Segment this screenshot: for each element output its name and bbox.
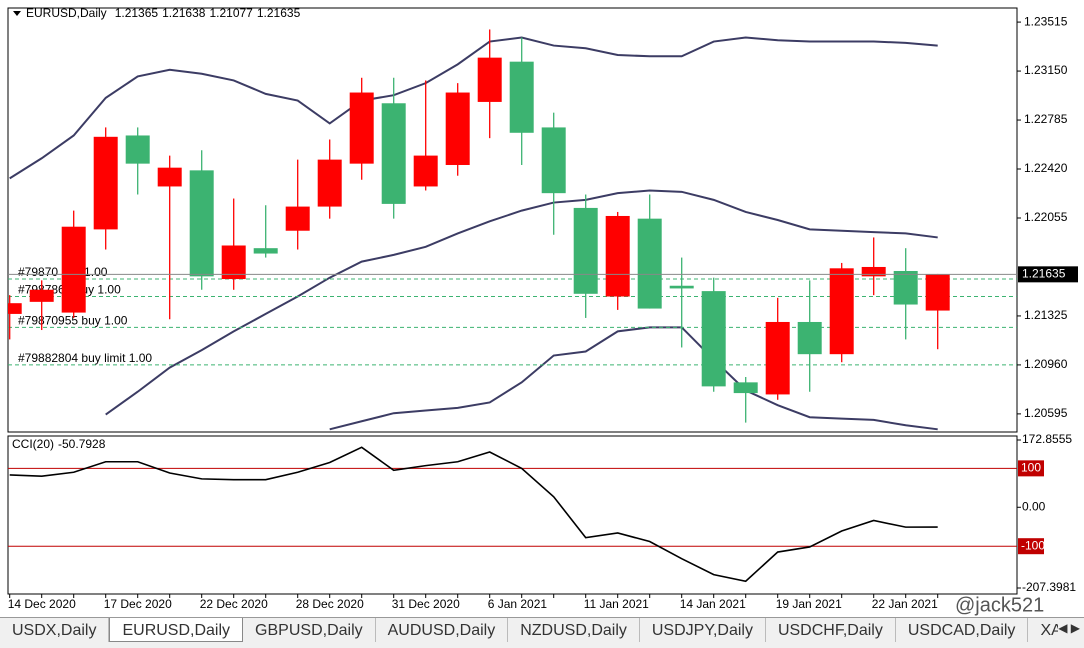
axes: 1.23515 1.23150 1.22785 1.22420 1.22055 1.213…: [8, 14, 1078, 611]
main-header: EURUSD,Daily 1.21365 1.21638 1.21077 1.21635: [26, 6, 301, 20]
candle-body: [93, 136, 118, 230]
tab[interactable]: NZDUSD,Daily: [508, 618, 640, 642]
main-plot: #79870 buy 1.00#7987862 buy 1.00#7987095…: [8, 29, 1017, 431]
candle-body: [573, 207, 598, 294]
candle-body: [925, 274, 950, 311]
price-box: [1018, 266, 1078, 283]
candle-body: [509, 61, 534, 133]
header-low: 1.21077: [209, 6, 253, 20]
bollinger-band: [105, 189, 938, 416]
tab[interactable]: USDX,Daily: [0, 618, 110, 642]
y-tick-label: -207.3981: [1022, 580, 1076, 594]
x-tick-label: 11 Jan 2021: [584, 597, 649, 611]
y-tick-label: 1.20595: [1024, 406, 1068, 420]
candle-body: [285, 206, 310, 231]
y-tick-label: 1.23515: [1024, 14, 1068, 28]
y-tick-label: 172.8555: [1022, 432, 1072, 446]
candle-body: [221, 245, 246, 280]
watermark: @jack521: [955, 594, 1044, 616]
level-box: [1018, 460, 1044, 477]
candle-body: [637, 218, 662, 309]
chart: #79870 buy 1.00#7987862 buy 1.00#7987095…: [7, 6, 1078, 616]
candle-body: [125, 135, 150, 164]
tab-scroll[interactable]: ◀ ▶: [1058, 621, 1080, 635]
candle-body: [317, 159, 342, 207]
x-tick-label: 22 Dec 2020: [200, 597, 268, 611]
symbol: EURUSD,Daily: [26, 6, 107, 20]
header-close: 1.21635: [257, 6, 301, 20]
tab[interactable]: GBPUSD,Daily: [243, 618, 376, 642]
y-tick-label: 1.22420: [1024, 161, 1068, 175]
candle-body: [253, 248, 278, 254]
tab[interactable]: USDCAD,Daily: [896, 618, 1029, 642]
candle-body: [189, 170, 214, 277]
tab[interactable]: USDCHF,Daily: [766, 618, 896, 642]
x-tick-label: 14 Jan 2021: [680, 597, 746, 611]
cci-header: CCI(20) -50.7928: [12, 437, 106, 451]
candle-body: [349, 92, 374, 164]
cci-line: [9, 446, 938, 583]
indicator-value: -50.7928: [58, 437, 106, 451]
candle-body: [733, 382, 758, 394]
x-tick-label: 22 Jan 2021: [872, 597, 938, 611]
y-tick-label: 1.21325: [1024, 308, 1068, 322]
level-label: 100: [1021, 461, 1041, 475]
candle-body: [8, 303, 22, 314]
candle-body: [669, 285, 694, 289]
level-box: [1018, 538, 1044, 555]
candle-body: [541, 127, 566, 194]
y-tick-label: 1.20960: [1024, 357, 1068, 371]
order-label: #79870955 buy 1.00: [18, 314, 128, 328]
candle-body: [861, 266, 886, 277]
x-tick-label: 14 Dec 2020: [8, 597, 76, 611]
tab[interactable]: EURUSD,Daily: [109, 618, 244, 642]
x-tick-label: 19 Jan 2021: [776, 597, 842, 611]
cci-plot: [8, 446, 1017, 583]
y-tick-label: 1.23150: [1024, 63, 1068, 77]
candle-body: [157, 167, 182, 187]
candle-body: [701, 291, 726, 387]
candle-body: [61, 226, 86, 313]
x-tick-label: 6 Jan 2021: [488, 597, 548, 611]
candle-body: [829, 268, 854, 355]
tab[interactable]: AUDUSD,Daily: [376, 618, 509, 642]
candle-body: [381, 103, 406, 204]
bollinger-band: [9, 36, 938, 180]
candle-body: [445, 92, 470, 165]
x-tick-label: 17 Dec 2020: [104, 597, 172, 611]
tab-bar: USDX,Daily EURUSD,Daily GBPUSD,Daily AUDUSD…: [0, 617, 1084, 648]
candle-body: [413, 155, 438, 187]
y-tick-label: 1.22055: [1024, 210, 1068, 224]
bollinger-band: [329, 326, 938, 431]
y-tick-label: 1.22785: [1024, 112, 1068, 126]
order-label: #79882804 buy limit 1.00: [18, 351, 152, 365]
price-label: 1.21635: [1022, 267, 1066, 281]
header-open: 1.21365: [115, 6, 159, 20]
candle-body: [605, 215, 630, 297]
indicator-name: CCI(20): [12, 437, 54, 451]
menu-arrow[interactable]: [13, 11, 21, 16]
level-label: -100: [1021, 538, 1045, 552]
x-tick-label: 28 Dec 2020: [296, 597, 364, 611]
candle-body: [797, 321, 822, 355]
y-tick-label: 0.00: [1022, 499, 1046, 513]
header-high: 1.21638: [162, 6, 206, 20]
cci-panel: [7, 435, 1018, 595]
candle-body: [765, 321, 790, 395]
tab[interactable]: USDJPY,Daily: [640, 618, 766, 642]
x-tick-label: 31 Dec 2020: [392, 597, 460, 611]
candle-body: [29, 289, 54, 302]
candle-body: [893, 270, 918, 305]
candle-body: [477, 57, 502, 102]
